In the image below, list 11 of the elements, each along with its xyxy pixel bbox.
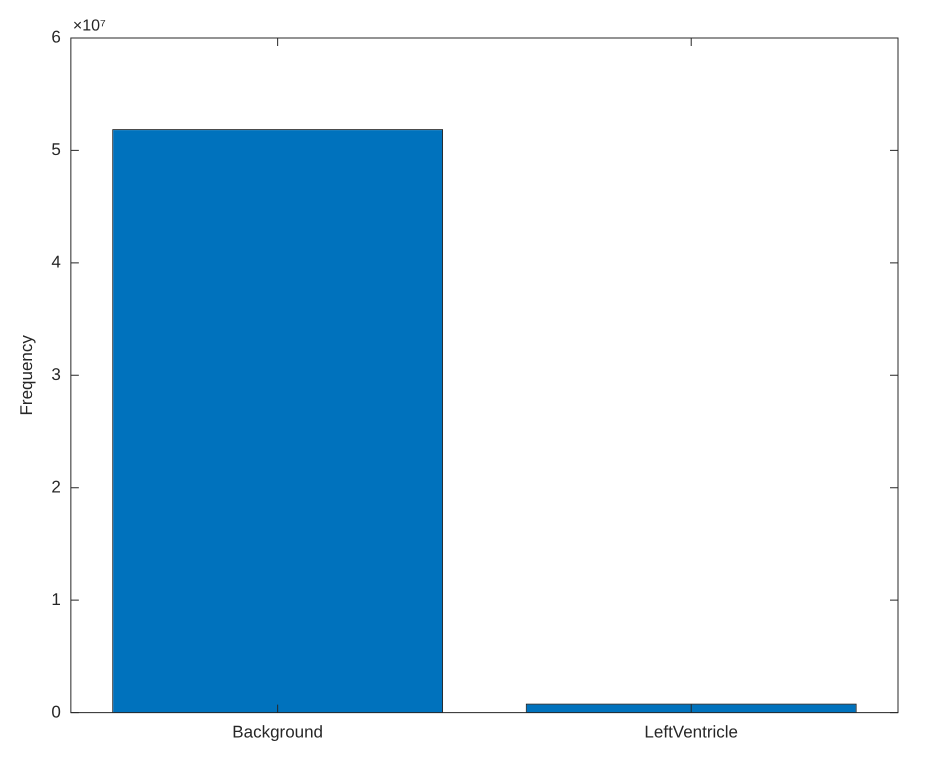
y-tick-label: 3 bbox=[51, 364, 61, 384]
y-axis-title: Frequency bbox=[16, 334, 36, 416]
y-tick-label: 2 bbox=[51, 477, 61, 496]
x-tick-label: LeftVentricle bbox=[644, 722, 738, 742]
y-tick-label: 0 bbox=[51, 702, 61, 722]
y-tick-label: 5 bbox=[51, 140, 61, 160]
text: ×10⁷ bbox=[72, 17, 106, 34]
y-tick-label: 1 bbox=[51, 590, 61, 609]
x-tick-label: Background bbox=[232, 722, 324, 742]
y-tick-label: 6 bbox=[51, 28, 61, 47]
y-tick-label: 4 bbox=[51, 252, 61, 272]
